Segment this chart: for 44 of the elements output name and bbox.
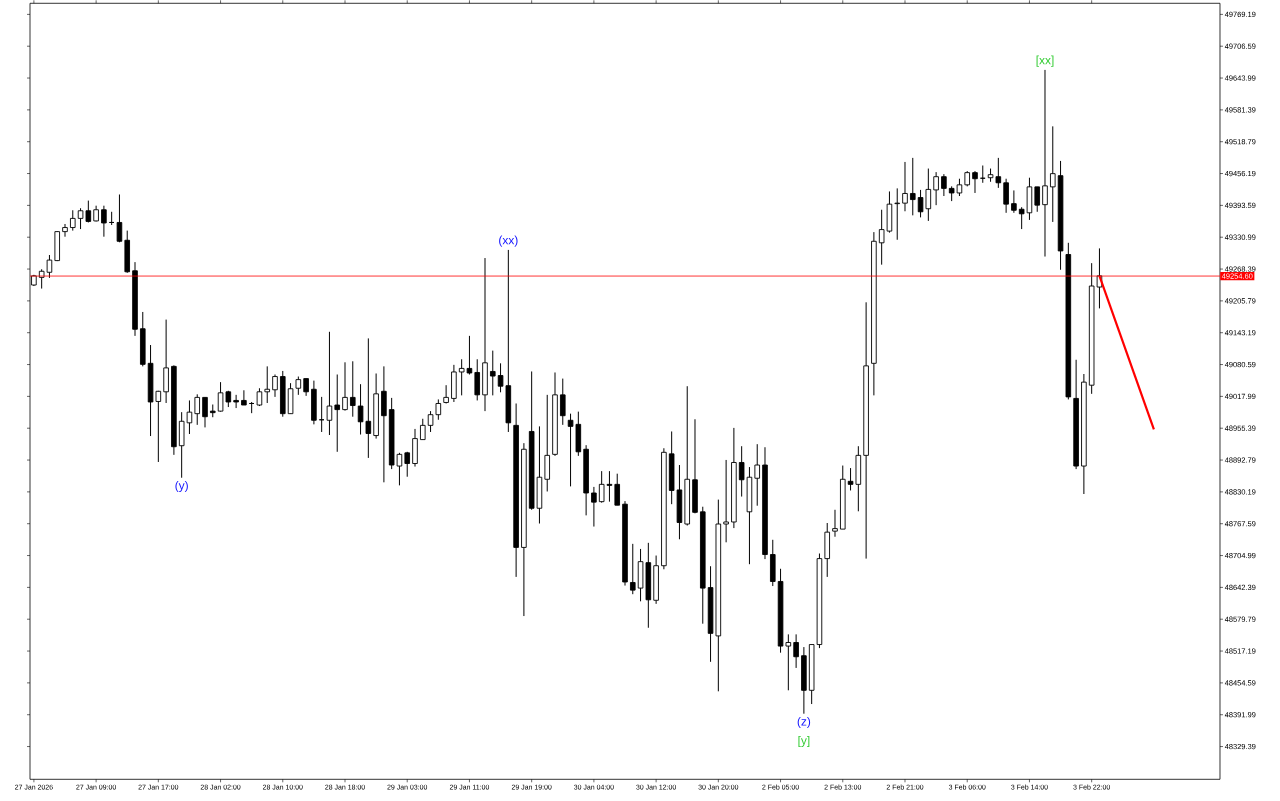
candlestick: [272, 373, 278, 398]
annotation: (y): [175, 480, 188, 492]
candlestick: [1034, 186, 1041, 213]
candlestick: [1042, 69, 1048, 257]
candlestick: [909, 157, 916, 216]
candlestick: [933, 171, 939, 206]
candlestick: [241, 389, 247, 406]
candlestick: [194, 393, 201, 426]
candlestick: [101, 205, 107, 238]
candlestick: [163, 318, 169, 404]
candlestick: [723, 459, 729, 543]
candlestick: [326, 331, 333, 436]
candlestick: [902, 161, 908, 212]
candlestick: [404, 451, 411, 478]
candlestick: [894, 187, 901, 241]
candlestick: [754, 443, 760, 507]
candlestick: [630, 543, 636, 595]
candlestick: [62, 223, 68, 238]
candlestick: [490, 349, 496, 396]
candlestick: [1003, 178, 1009, 214]
candlestick: [420, 418, 426, 440]
candlestick: [941, 173, 947, 197]
annotation: (xx): [499, 235, 518, 247]
candlestick: [116, 193, 123, 243]
candlestick: [560, 377, 566, 426]
candlestick: [233, 394, 239, 409]
candlestick: [832, 509, 838, 538]
candlestick: [614, 473, 620, 506]
annotation: (z): [797, 716, 811, 728]
candlestick: [1011, 189, 1017, 214]
candlestick: [1049, 125, 1056, 223]
candlestick: [350, 360, 356, 418]
annotation: [xx]: [1036, 55, 1054, 67]
candlestick: [342, 361, 348, 411]
candlestick: [544, 394, 551, 492]
candlestick: [474, 358, 481, 401]
candlestick: [972, 170, 978, 194]
candlestick: [334, 373, 341, 453]
candlestick: [264, 365, 271, 404]
candlestick: [591, 486, 597, 527]
candlestick: [70, 209, 76, 231]
candlestick: [793, 633, 799, 669]
candlestick: [202, 396, 208, 428]
annotation: [y]: [798, 735, 810, 747]
